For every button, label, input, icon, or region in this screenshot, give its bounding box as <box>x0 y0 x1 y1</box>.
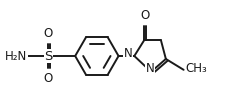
Text: N: N <box>123 47 132 60</box>
Text: O: O <box>140 10 149 23</box>
Text: S: S <box>44 50 52 62</box>
Text: H₂N: H₂N <box>4 50 27 62</box>
Text: O: O <box>43 72 52 85</box>
Text: O: O <box>43 27 52 40</box>
Text: CH₃: CH₃ <box>185 62 206 75</box>
Text: N: N <box>145 62 154 75</box>
